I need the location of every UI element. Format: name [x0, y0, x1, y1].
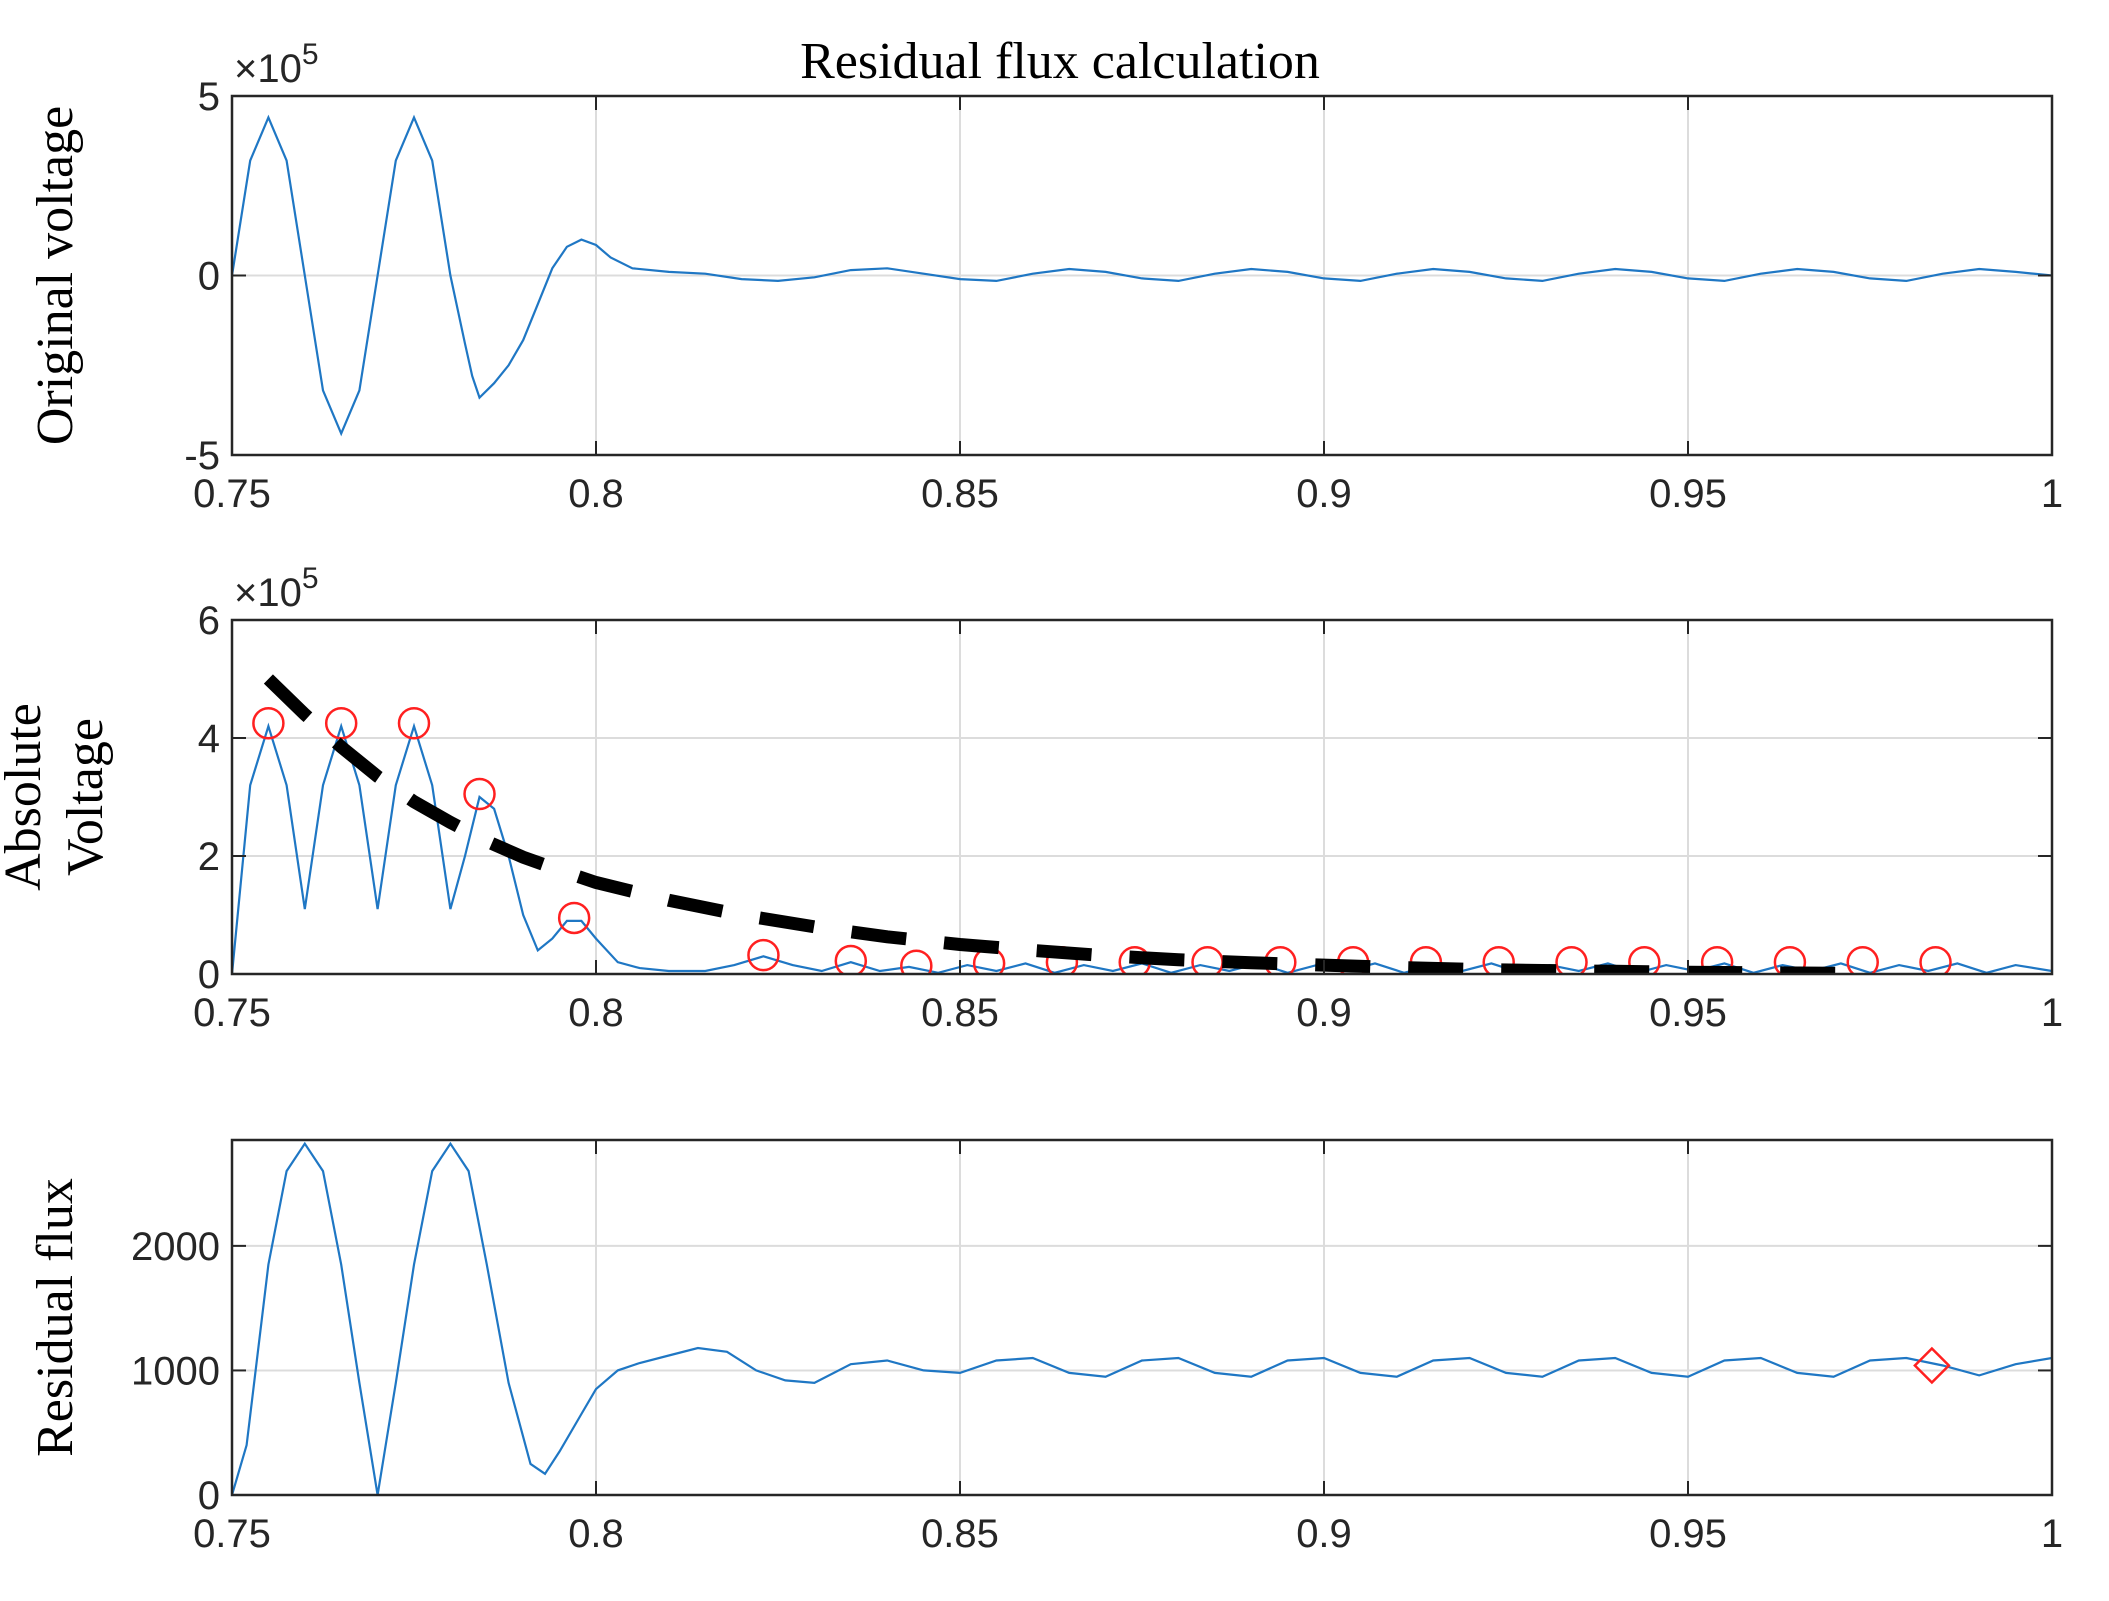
peak-marker [1700, 945, 1734, 974]
y-tick-label: 4 [198, 717, 220, 761]
y-axis-label: Voltage [57, 718, 114, 876]
x-tick-label: 0.9 [1296, 1512, 1352, 1556]
x-tick-label: 0.95 [1649, 1512, 1727, 1556]
peak-marker [557, 901, 591, 935]
x-tick-label: 1 [2041, 472, 2063, 516]
x-tick-label: 0.9 [1296, 472, 1352, 516]
axes-box [230, 1138, 2054, 1497]
y-tick-label: 6 [198, 599, 220, 643]
plot-area [232, 674, 2052, 974]
y-tick-label: -5 [184, 434, 220, 478]
peak-marker [834, 944, 868, 974]
y-tick-label: 2000 [131, 1225, 220, 1269]
y-axis-label: Absolute [0, 703, 52, 891]
peak-marker [252, 707, 285, 740]
figure-title: Residual flux calculation [800, 33, 1320, 90]
peak-marker [1555, 945, 1588, 974]
axes-box [230, 618, 2054, 976]
peak-marker [1482, 945, 1515, 974]
x-tick-label: 0.95 [1649, 472, 1727, 516]
axes-background [232, 620, 2052, 974]
panel-residual-flux: 0.75 0.8 0.85 0.9 0.95 1 0 1000 2000 Residual flu… [27, 1138, 2063, 1556]
peak-marker [1846, 945, 1879, 974]
x-tick-label: 0.85 [921, 1512, 999, 1556]
y-axis-label: Residual flux [27, 1178, 84, 1457]
x-tick-label: 0.95 [1649, 991, 1727, 1035]
y-tick-label: 0 [198, 1474, 220, 1518]
plot-area [232, 1141, 2052, 1495]
x-tick-label: 0.85 [921, 991, 999, 1035]
x-tick-label: 0.9 [1296, 991, 1352, 1035]
x-tick-label: 1 [2041, 1512, 2063, 1556]
x-tick-label: 0.8 [568, 472, 624, 516]
series-line [232, 1141, 2052, 1495]
x-tick-label: 0.75 [193, 1512, 271, 1556]
y-exponent-power: 5 [302, 562, 319, 595]
plot-area [232, 114, 2052, 437]
peak-marker [747, 938, 780, 972]
series-line [232, 114, 2052, 437]
x-tick-label: 0.8 [568, 1512, 624, 1556]
peak-marker [397, 707, 431, 740]
envelope-dashed-line [263, 674, 1871, 974]
y-tick-label: 1000 [131, 1349, 220, 1393]
x-tick-label: 0.8 [568, 991, 624, 1035]
peak-marker [900, 949, 933, 974]
x-tick-label: 0.85 [921, 472, 999, 516]
x-tick-label: 0.75 [193, 472, 271, 516]
y-tick-label: 0 [198, 255, 220, 299]
y-tick-label: 5 [198, 75, 220, 119]
y-axis-label: Original voltage [27, 106, 84, 445]
panel-absolute-voltage: 0.75 0.8 0.85 0.9 0.95 1 0 2 4 6 ×105 Absolute Volta… [0, 562, 2063, 1035]
x-tick-label: 1 [2041, 991, 2063, 1035]
residual-flux-marker [1913, 1346, 1951, 1385]
y-exponent-label: ×105 [234, 562, 319, 615]
y-tick-label: 2 [198, 835, 220, 879]
peak-marker [463, 777, 496, 811]
x-tick-label: 0.75 [193, 991, 271, 1035]
axes-background [232, 1140, 2052, 1495]
y-tick-label: 0 [198, 953, 220, 997]
y-exponent-power: 5 [302, 38, 319, 71]
peak-marker [1773, 945, 1807, 974]
peak-marker [1628, 945, 1661, 974]
y-exponent-label: ×105 [234, 38, 319, 91]
peak-marker [1919, 945, 1952, 974]
